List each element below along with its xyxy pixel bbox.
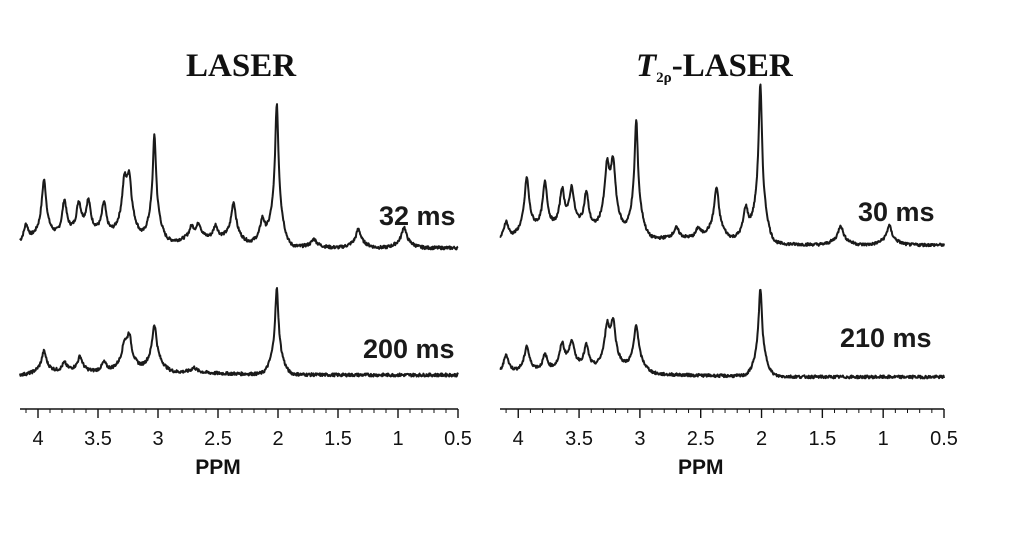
x-tick-label: 0.5: [930, 428, 958, 450]
x-tick-label: 3: [634, 428, 645, 450]
spectrum-line: [499, 83, 945, 248]
x-tick-label: 2: [272, 428, 283, 450]
laser-panel: 4 3.5 3 2.5 2 1.5 1 0.5 PPM 32 ms 200 ms: [19, 103, 472, 479]
echo-time-label: 210 ms: [840, 323, 932, 353]
echo-time-label: 32 ms: [379, 201, 456, 231]
x-tick-label: 3.5: [84, 428, 112, 450]
spectrum-line: [499, 288, 945, 380]
t2rho-laser-panel: 4 3.5 3 2.5 2 1.5 1 0.5 PPM 30 ms 210 ms: [499, 83, 958, 479]
spectrum-line: [19, 103, 459, 251]
x-tick-label: 1: [392, 428, 403, 450]
spectrum-line: [19, 287, 459, 378]
x-tick-label: 3.5: [565, 428, 593, 450]
x-tick-label: 2.5: [687, 428, 715, 450]
x-axis-label: PPM: [195, 456, 241, 479]
x-tick-label: 4: [32, 428, 43, 450]
x-axis-label: PPM: [678, 456, 724, 479]
x-tick-label: 2.5: [204, 428, 232, 450]
x-tick-label: 3: [152, 428, 163, 450]
x-tick-label: 1: [878, 428, 889, 450]
echo-time-label: 30 ms: [858, 197, 935, 227]
laser-panel-title: LASER: [186, 48, 297, 84]
x-tick-label: 1.5: [808, 428, 836, 450]
t2rho-laser-panel-title: T2ρ-LASER: [636, 48, 793, 86]
x-tick-label: 1.5: [324, 428, 352, 450]
echo-time-label: 200 ms: [363, 334, 455, 364]
x-tick-label: 4: [513, 428, 524, 450]
x-tick-label: 0.5: [444, 428, 472, 450]
x-tick-label: 2: [756, 428, 767, 450]
